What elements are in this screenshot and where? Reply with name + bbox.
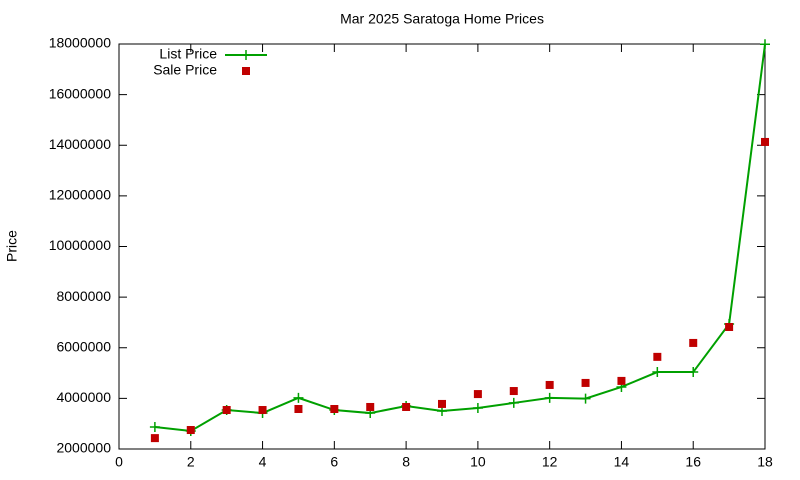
x-tick-label: 12 xyxy=(542,454,558,470)
point-marker xyxy=(580,393,591,404)
point-marker xyxy=(653,352,662,361)
point-marker xyxy=(473,390,482,399)
x-tick-label: 16 xyxy=(685,454,701,470)
y-tick-label: 6000000 xyxy=(56,338,111,354)
point-marker xyxy=(222,406,231,415)
x-tick-label: 2 xyxy=(187,454,195,470)
point-marker xyxy=(438,399,446,408)
point-marker xyxy=(293,392,304,403)
point-marker xyxy=(689,338,698,347)
x-tick-label: 10 xyxy=(470,454,486,470)
x-tick-label: 4 xyxy=(259,454,267,470)
point-marker xyxy=(294,405,303,414)
x-tick-label: 18 xyxy=(757,454,773,470)
y-tick-label: 16000000 xyxy=(49,85,112,101)
series-line xyxy=(154,44,766,433)
legend-label: List Price xyxy=(159,46,217,62)
y-tick-label: 18000000 xyxy=(49,35,112,51)
y-tick-label: 2000000 xyxy=(56,440,111,456)
x-tick-label: 8 xyxy=(402,454,410,470)
legend-marker xyxy=(241,50,251,60)
x-tick-label: 0 xyxy=(115,454,123,470)
point-marker xyxy=(472,402,483,413)
point-marker xyxy=(258,406,267,415)
point-marker xyxy=(581,378,590,387)
legend-label: Sale Price xyxy=(153,62,217,78)
point-marker xyxy=(652,367,663,378)
point-marker xyxy=(760,39,770,50)
point-marker xyxy=(545,380,554,389)
y-tick-label: 12000000 xyxy=(49,187,112,203)
x-tick-label: 6 xyxy=(330,454,338,470)
point-marker xyxy=(186,426,195,435)
point-marker xyxy=(149,421,160,432)
point-marker xyxy=(150,434,159,443)
y-tick-label: 10000000 xyxy=(49,237,112,253)
y-tick-label: 8000000 xyxy=(56,288,111,304)
point-marker xyxy=(509,387,518,396)
point-marker xyxy=(688,367,699,378)
x-tick-label: 14 xyxy=(614,454,630,470)
point-marker xyxy=(366,402,375,411)
point-marker xyxy=(617,376,626,385)
point-marker xyxy=(725,322,734,331)
point-marker xyxy=(330,405,339,414)
point-marker xyxy=(544,392,555,403)
y-axis-label: Price xyxy=(4,230,20,262)
point-marker xyxy=(508,397,519,408)
legend-marker xyxy=(242,67,250,75)
chart-title: Mar 2025 Saratoga Home Prices xyxy=(340,11,544,27)
y-tick-label: 14000000 xyxy=(49,136,112,152)
y-tick-label: 4000000 xyxy=(56,389,111,405)
point-marker xyxy=(402,402,411,411)
point-marker xyxy=(761,137,769,146)
